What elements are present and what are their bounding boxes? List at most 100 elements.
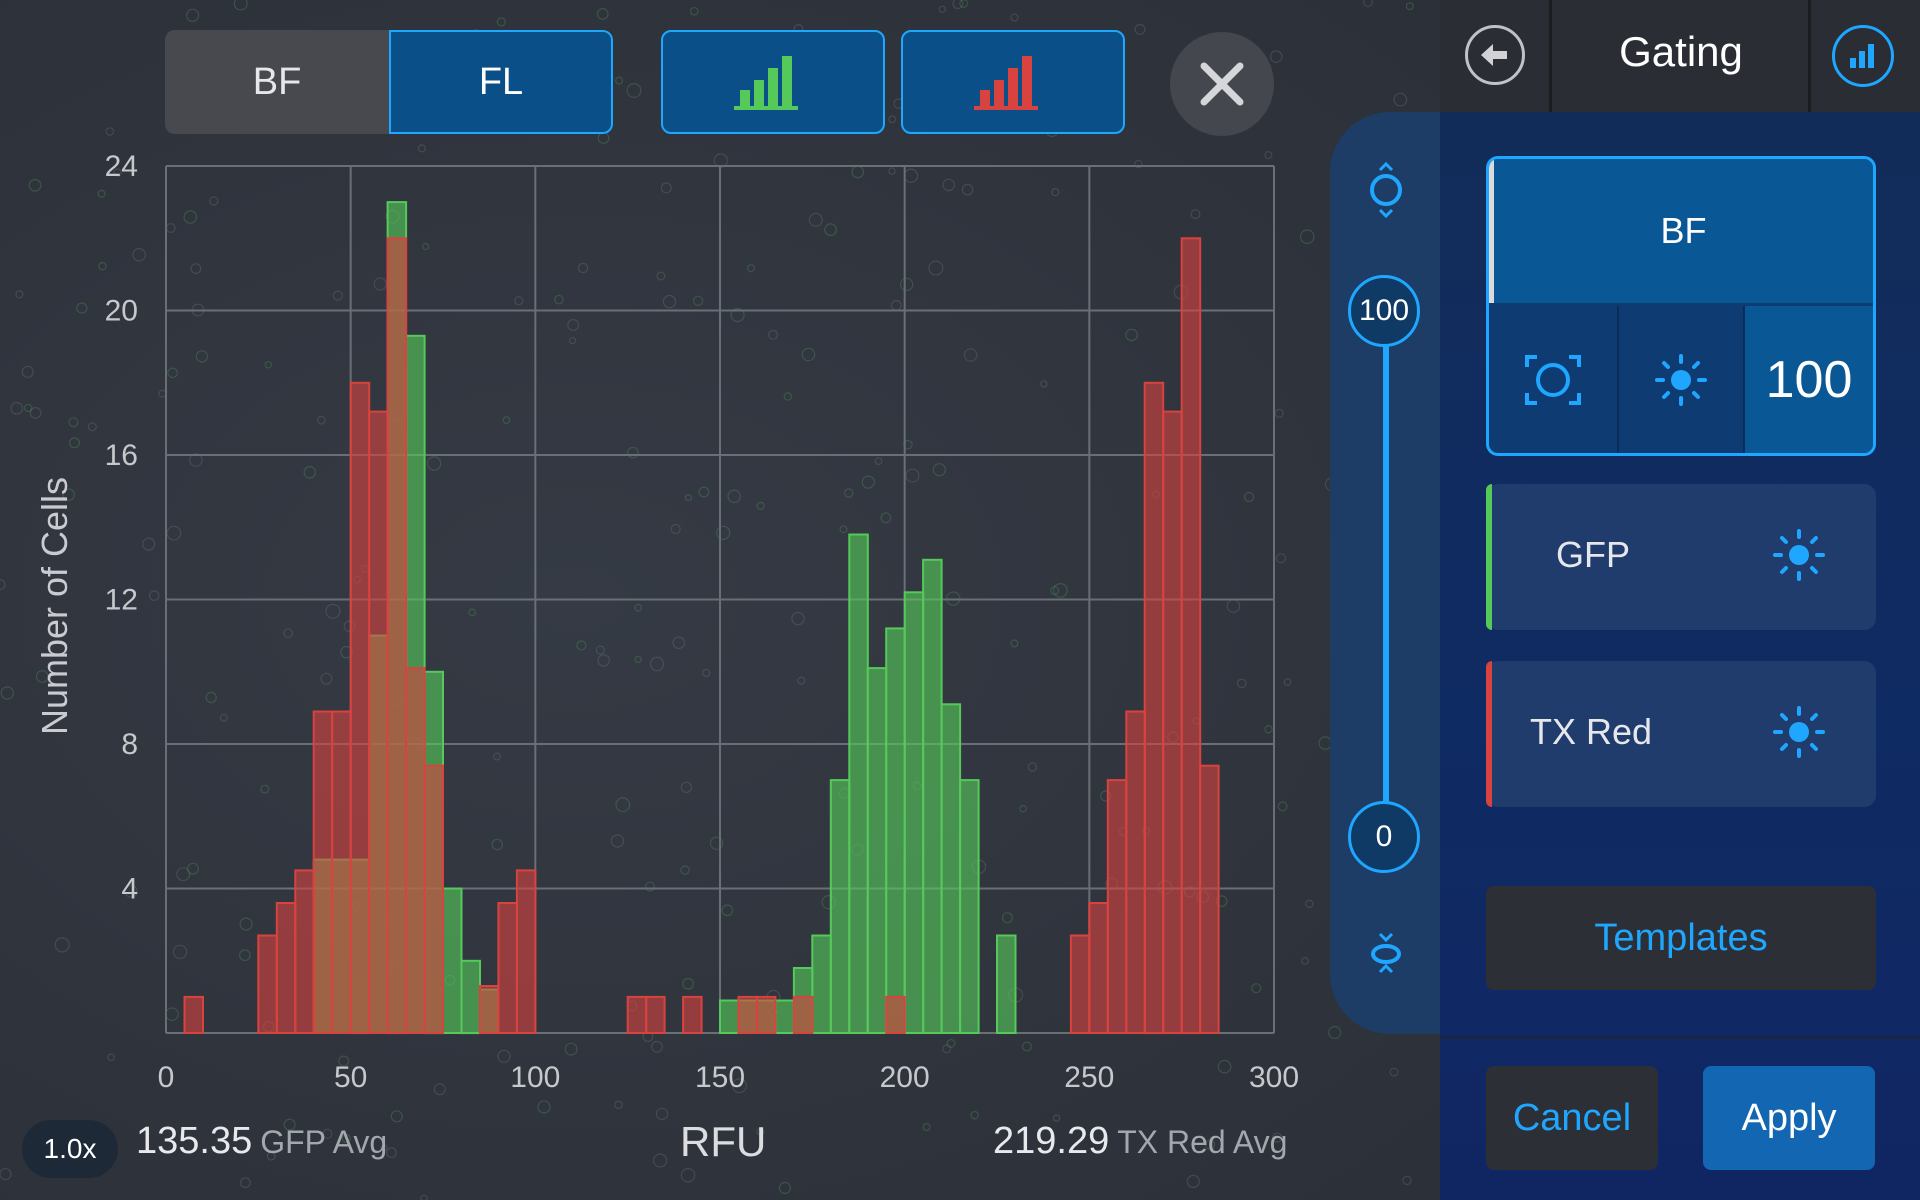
slider-max-handle[interactable]: 100 — [1348, 275, 1420, 347]
arrow-left-icon — [1481, 44, 1507, 66]
background-cell — [783, 392, 793, 401]
txred-histogram-bar — [626, 995, 648, 1035]
background-cell — [21, 365, 34, 378]
background-cell — [107, 1053, 115, 1062]
background-cell — [433, 1083, 446, 1096]
gfp-histogram-bar — [719, 999, 740, 1034]
background-cell — [54, 937, 70, 953]
background-cell — [332, 290, 343, 301]
background-cell — [105, 127, 115, 136]
slider-min-handle[interactable]: 0 — [1348, 801, 1420, 873]
background-cell — [422, 242, 430, 251]
background-cell — [1052, 1114, 1061, 1122]
background-cell — [1363, 0, 1373, 8]
txred-channel-card[interactable]: TX Red — [1486, 661, 1876, 807]
close-button[interactable] — [1170, 32, 1274, 136]
background-cell — [62, 488, 75, 501]
background-cell — [1027, 762, 1038, 772]
txred-histogram-bar — [1180, 237, 1202, 1035]
background-cell — [1299, 229, 1315, 244]
background-cell — [682, 977, 694, 990]
red-histogram-button[interactable] — [901, 30, 1125, 134]
background-cell — [1190, 209, 1201, 220]
slider-track[interactable] — [1383, 346, 1389, 836]
gfp-histogram-bar — [811, 934, 832, 1034]
autofocus-button[interactable] — [1489, 306, 1617, 453]
background-cell — [124, 884, 138, 898]
background-cell — [239, 1177, 251, 1189]
expand-down-icon[interactable] — [1360, 924, 1412, 984]
background-cell — [76, 302, 88, 314]
background-cell — [1204, 1139, 1216, 1150]
background-cell — [595, 645, 605, 655]
gfp-channel-card[interactable]: GFP — [1486, 484, 1876, 630]
background-cell — [577, 262, 589, 274]
background-cell — [727, 489, 741, 504]
bf-brightness-button[interactable] — [1617, 306, 1745, 453]
txred-color-stripe — [1486, 661, 1492, 807]
txred-histogram-bar — [682, 995, 703, 1035]
sun-icon[interactable] — [1771, 527, 1827, 583]
gfp-histogram-bar — [922, 558, 943, 1034]
txred-histogram-bar — [755, 995, 777, 1035]
background-cell — [716, 525, 731, 540]
txred-avg-label: TX Red Avg — [1117, 1124, 1288, 1160]
background-cell — [652, 1153, 668, 1168]
bf-intensity-value[interactable]: 100 — [1745, 306, 1873, 453]
background-cell — [29, 407, 42, 419]
zoom-badge[interactable]: 1.0x — [22, 1120, 118, 1178]
back-button[interactable] — [1465, 25, 1525, 85]
background-cell — [808, 212, 823, 227]
txred-histogram-bar — [275, 902, 297, 1034]
gfp-histogram-bar — [774, 999, 795, 1034]
background-cell — [0, 1168, 12, 1181]
background-cell — [791, 611, 805, 626]
background-cell — [655, 1107, 669, 1121]
gfp-color-stripe — [1486, 484, 1492, 630]
background-cell — [68, 437, 80, 449]
background-cell — [166, 525, 182, 541]
cancel-button[interactable]: Cancel — [1486, 1066, 1658, 1170]
background-cell — [839, 525, 848, 534]
expand-up-icon[interactable] — [1360, 160, 1412, 220]
txred-channel-label: TX Red — [1530, 711, 1653, 752]
x-tick-label: 50 — [334, 1061, 367, 1094]
background-cell — [1010, 639, 1019, 648]
background-cell — [417, 144, 426, 153]
background-cell — [615, 797, 631, 813]
background-cell — [888, 115, 897, 124]
background-cell — [0, 686, 15, 700]
background-cell — [1134, 23, 1146, 35]
background-cell — [98, 262, 107, 271]
gfp-avg-value: 135.35 — [136, 1120, 253, 1162]
green-histogram-button[interactable] — [661, 30, 885, 134]
background-cell — [219, 713, 228, 722]
txred-histogram-bar — [1143, 381, 1165, 1035]
background-cell — [644, 881, 655, 892]
background-cell — [767, 329, 778, 340]
background-cell — [610, 834, 625, 848]
txred-histogram-bar — [294, 869, 315, 1035]
background-cell — [1019, 804, 1027, 813]
focus-icon — [1525, 354, 1581, 405]
templates-button[interactable]: Templates — [1486, 886, 1876, 990]
background-cell — [190, 263, 202, 275]
background-cell — [1134, 159, 1143, 169]
bar-chart-red-icon — [974, 56, 1038, 110]
mode-fl-button[interactable]: FL — [389, 30, 613, 134]
bf-channel-button[interactable]: BF — [1489, 159, 1873, 303]
background-cell — [1001, 912, 1013, 924]
background-cell — [634, 655, 642, 664]
background-cell — [35, 670, 49, 683]
background-cell — [1186, 1174, 1200, 1189]
background-cell — [564, 1042, 578, 1056]
background-cell — [899, 277, 914, 292]
stats-button[interactable] — [1832, 25, 1894, 87]
x-tick-label: 150 — [695, 1061, 745, 1094]
background-cell — [942, 178, 955, 192]
mode-bf-button[interactable]: BF — [165, 30, 389, 134]
y-tick-label: 24 — [105, 150, 138, 183]
sun-icon[interactable] — [1771, 704, 1827, 760]
gfp-histogram-bar — [460, 959, 481, 1035]
apply-button[interactable]: Apply — [1703, 1066, 1875, 1170]
